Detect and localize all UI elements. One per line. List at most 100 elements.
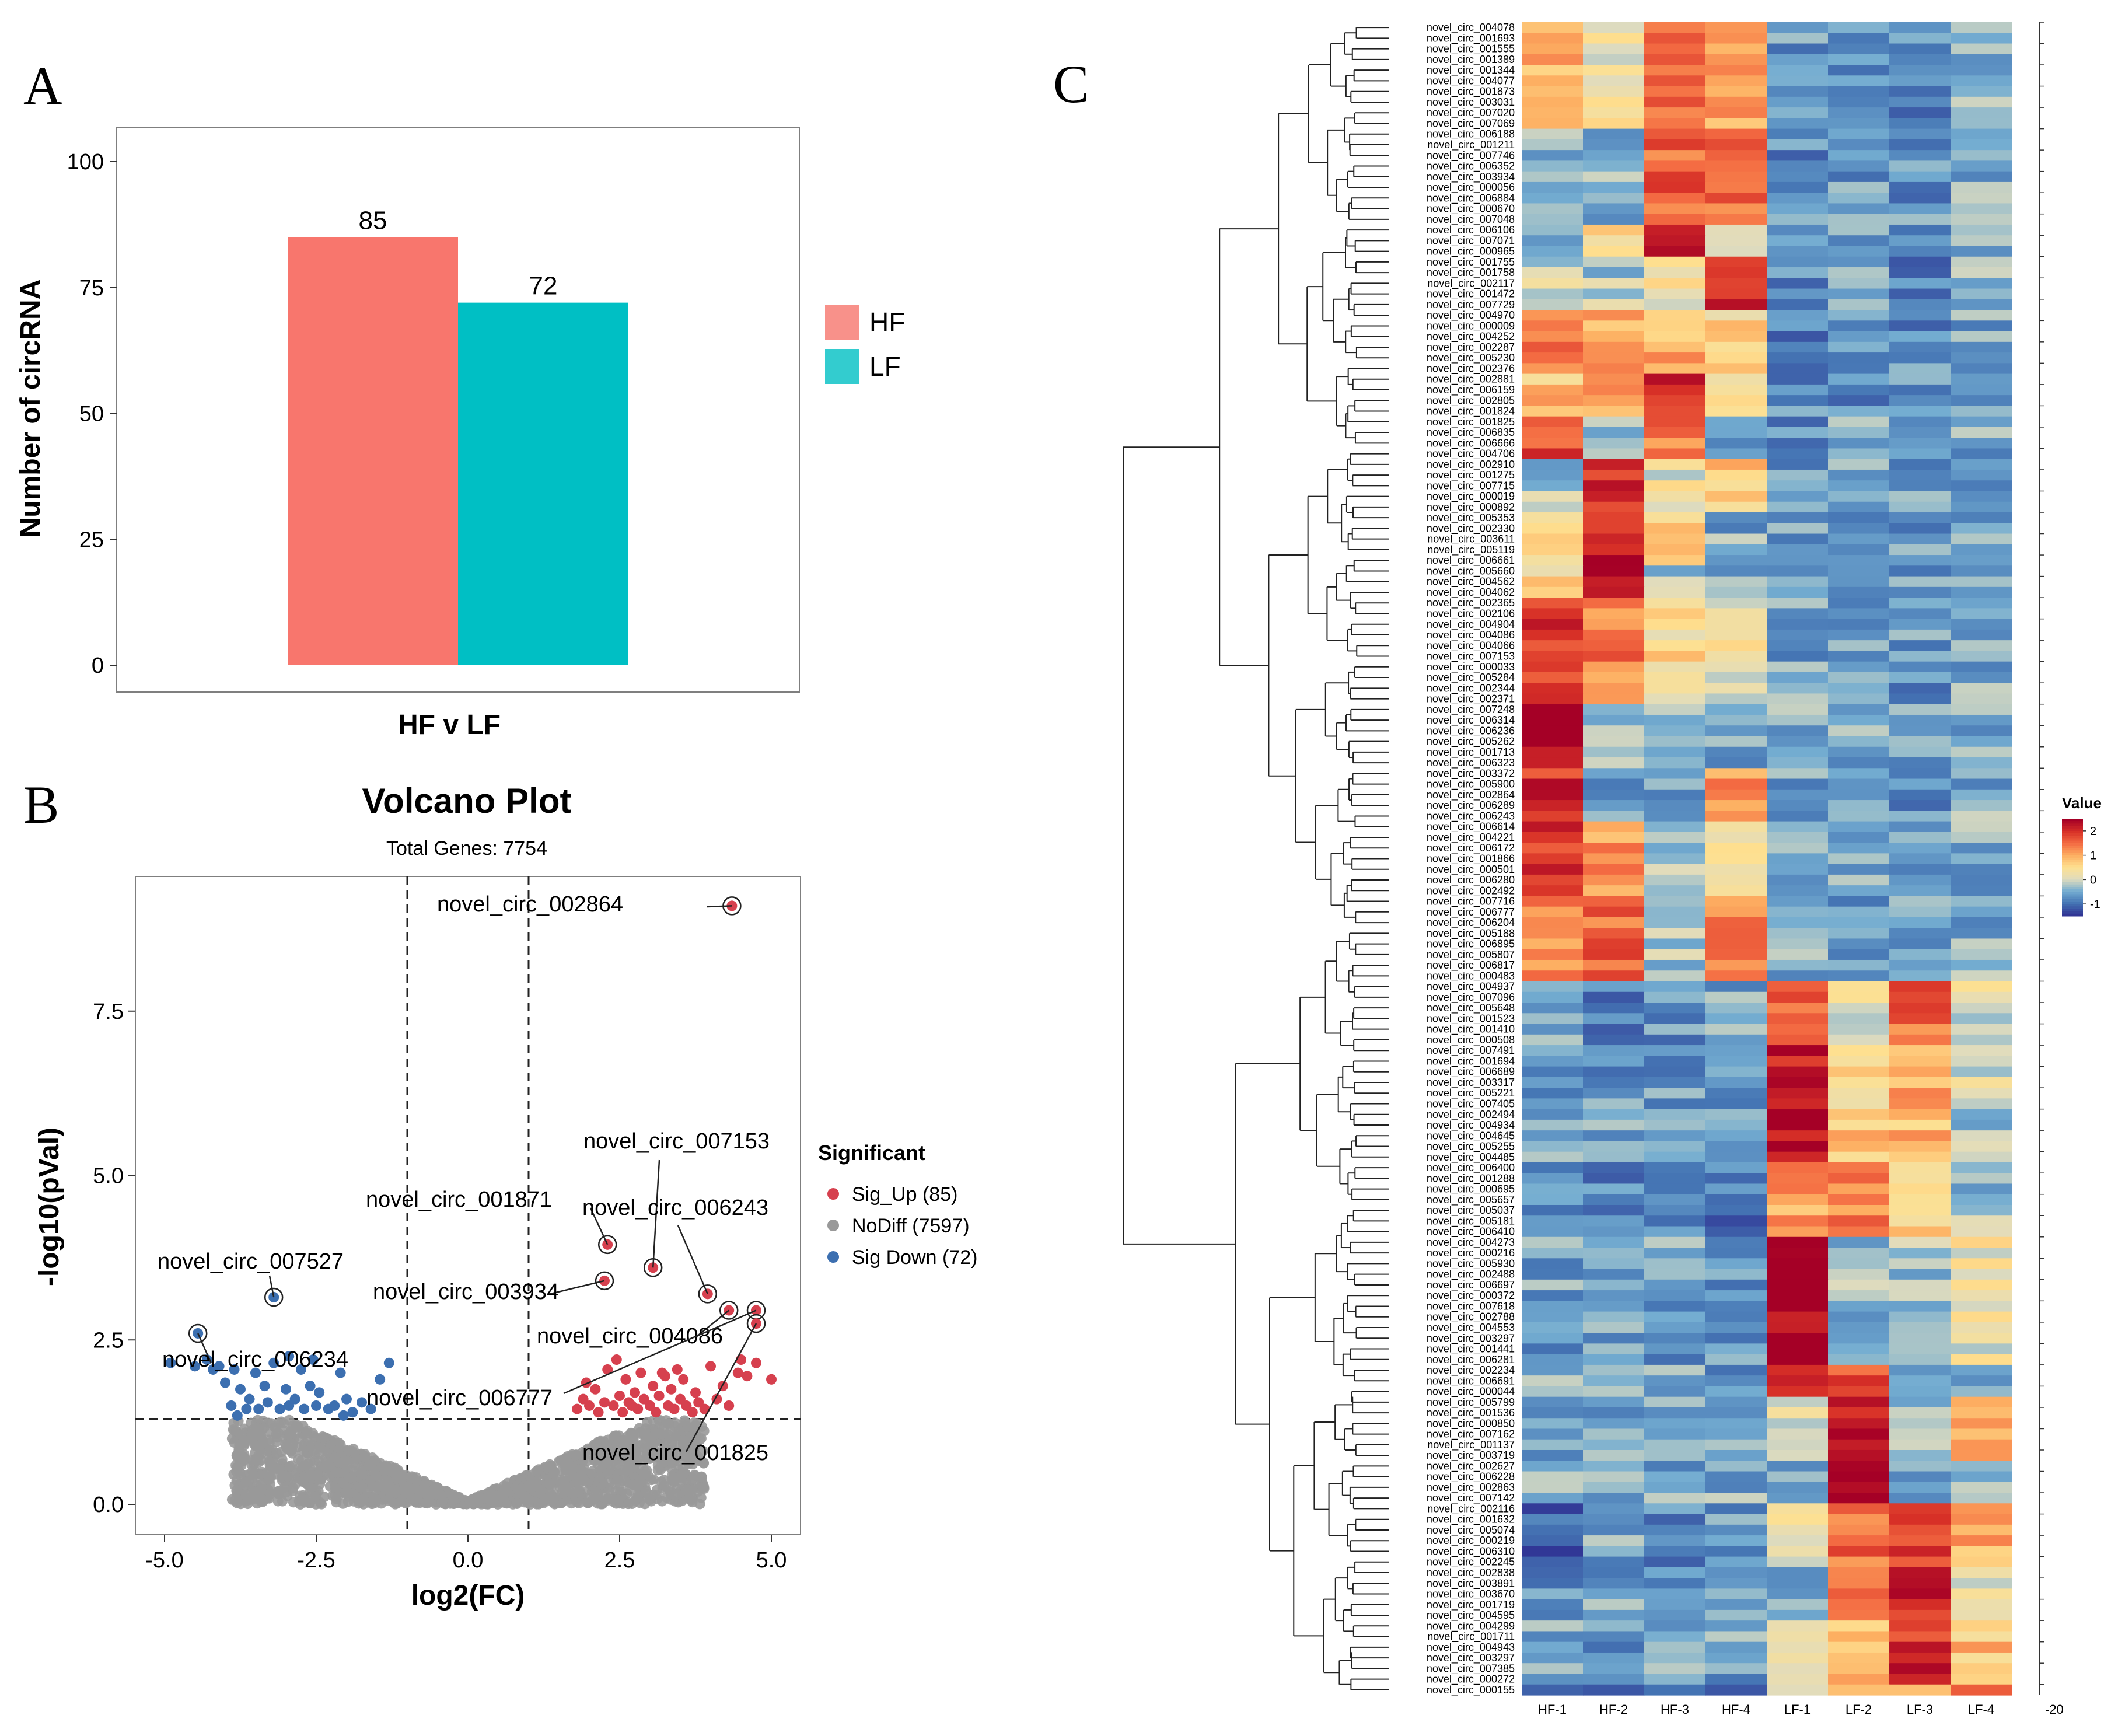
heatmap-row-label: novel_circ_004943 [1427, 1641, 1515, 1654]
heatmap-colorbar-segment [2062, 821, 2083, 824]
label-leader-line [548, 1280, 605, 1295]
heatmap-cell [1644, 427, 1706, 438]
heatmap-cell [1951, 1162, 2012, 1173]
heatmap-cell [1705, 1471, 1767, 1483]
heatmap-cell [1889, 75, 1951, 87]
heatmap-cell [1705, 1248, 1767, 1259]
heatmap-cell [1583, 1130, 1645, 1142]
label-leader-line [695, 1309, 729, 1338]
heatmap-cell [1522, 991, 1584, 1003]
heatmap-row-label: novel_circ_005353 [1427, 512, 1515, 524]
heatmap-cell [1522, 565, 1584, 577]
heatmap-cell [1583, 651, 1645, 662]
heatmap-cell [1583, 139, 1645, 151]
heatmap-cell [1828, 1279, 1890, 1291]
heatmap-cell [1828, 373, 1890, 385]
heatmap-cell [1705, 320, 1767, 332]
heatmap-cell [1583, 1024, 1645, 1035]
heatmap-cell [1889, 1151, 1951, 1163]
heatmap-cell [1889, 608, 1951, 620]
heatmap-cell [1767, 1439, 1829, 1451]
sig-down-point [338, 1410, 349, 1421]
heatmap-cell [1767, 1514, 1829, 1525]
heatmap-cell [1583, 1449, 1645, 1461]
heatmap-cell [1889, 864, 1951, 875]
heatmap-colorbar-segment [2062, 867, 2083, 871]
heatmap-cell [1828, 565, 1890, 577]
heatmap-row-label: novel_circ_005900 [1427, 778, 1515, 791]
heatmap-cell [1951, 959, 2012, 971]
heatmap-cell [1828, 139, 1890, 151]
heatmap-cell [1705, 661, 1767, 673]
heatmap-cell [1767, 523, 1829, 535]
heatmap-cell [1889, 1386, 1951, 1398]
heatmap-colorbar-tick-label: 0 [2090, 874, 2096, 886]
heatmap-cell [1951, 33, 2012, 44]
heatmap-cell [1644, 1109, 1706, 1120]
heatmap-row-label: novel_circ_005188 [1427, 927, 1515, 939]
heatmap-cell [1951, 629, 2012, 641]
heatmap-cell [1583, 1482, 1645, 1493]
heatmap-row-label: novel_circ_007248 [1427, 704, 1515, 716]
heatmap-cell [1583, 491, 1645, 502]
heatmap-cell [1583, 1439, 1645, 1451]
heatmap-cell [1889, 725, 1951, 737]
heatmap-cell [1644, 214, 1706, 225]
heatmap-cell [1951, 139, 2012, 151]
heatmap-cell [1889, 331, 1951, 343]
volcano-y-axis-title: -log10(pVal) [34, 1127, 65, 1286]
heatmap-cell [1583, 1428, 1645, 1440]
heatmap-colorbar-segment [2062, 853, 2083, 856]
heatmap-cell [1705, 736, 1767, 748]
heatmap-row-label: novel_circ_000044 [1427, 1386, 1515, 1398]
heatmap-colorbar-segment [2062, 828, 2083, 832]
heatmap-cell [1644, 1098, 1706, 1110]
heatmap-cell [1644, 1493, 1706, 1504]
heatmap-row-label: novel_circ_001711 [1427, 1631, 1515, 1643]
heatmap-row-label: novel_circ_000155 [1427, 1684, 1515, 1696]
volcano-y-tick-label: 0.0 [93, 1493, 124, 1517]
bar-lf [458, 302, 628, 665]
heatmap-cell [1705, 970, 1767, 982]
heatmap-cell [1583, 619, 1645, 630]
sig-down-point [305, 1381, 316, 1392]
heatmap-cell [1644, 1034, 1706, 1046]
heatmap-cell [1767, 1215, 1829, 1227]
heatmap-cell [1705, 1098, 1767, 1110]
nodiff-point [306, 1470, 317, 1481]
heatmap-cell [1951, 160, 2012, 172]
heatmap-cell [1705, 821, 1767, 833]
heatmap-cell [1767, 586, 1829, 598]
heatmap-column-label: LF-4 [1968, 1702, 1994, 1717]
heatmap-cell [1705, 704, 1767, 715]
heatmap-cell [1828, 683, 1890, 694]
heatmap-cell [1583, 896, 1645, 907]
heatmap-cell [1705, 651, 1767, 662]
heatmap-row-label: novel_circ_006236 [1427, 725, 1515, 737]
heatmap-cell [1522, 118, 1584, 130]
nodiff-point [638, 1438, 649, 1449]
heatmap-row-label: novel_circ_006243 [1427, 810, 1515, 822]
heatmap-cell [1644, 1301, 1706, 1312]
heatmap-row-label: novel_circ_004273 [1427, 1236, 1515, 1249]
heatmap-cell [1951, 1461, 2012, 1472]
heatmap-cell [1705, 811, 1767, 822]
heatmap-cell [1828, 43, 1890, 55]
heatmap-cell [1767, 1226, 1829, 1238]
nodiff-point [635, 1459, 646, 1470]
heatmap-cell [1583, 1034, 1645, 1046]
heatmap-cell [1644, 1130, 1706, 1142]
heatmap-colorbar-tick-label: -1 [2090, 898, 2100, 911]
heatmap-cell [1583, 1215, 1645, 1227]
volcano-legend-key [827, 1188, 839, 1200]
heatmap-row-label: novel_circ_002788 [1427, 1311, 1515, 1323]
heatmap-cell [1522, 438, 1584, 449]
heatmap-cell [1828, 1151, 1890, 1163]
heatmap-cell [1828, 310, 1890, 321]
heatmap-cell [1522, 288, 1584, 300]
heatmap-cell [1705, 1056, 1767, 1067]
heatmap-cell [1889, 683, 1951, 694]
heatmap-cell [1583, 395, 1645, 407]
heatmap-cell [1522, 139, 1584, 151]
heatmap-cell [1705, 1183, 1767, 1195]
